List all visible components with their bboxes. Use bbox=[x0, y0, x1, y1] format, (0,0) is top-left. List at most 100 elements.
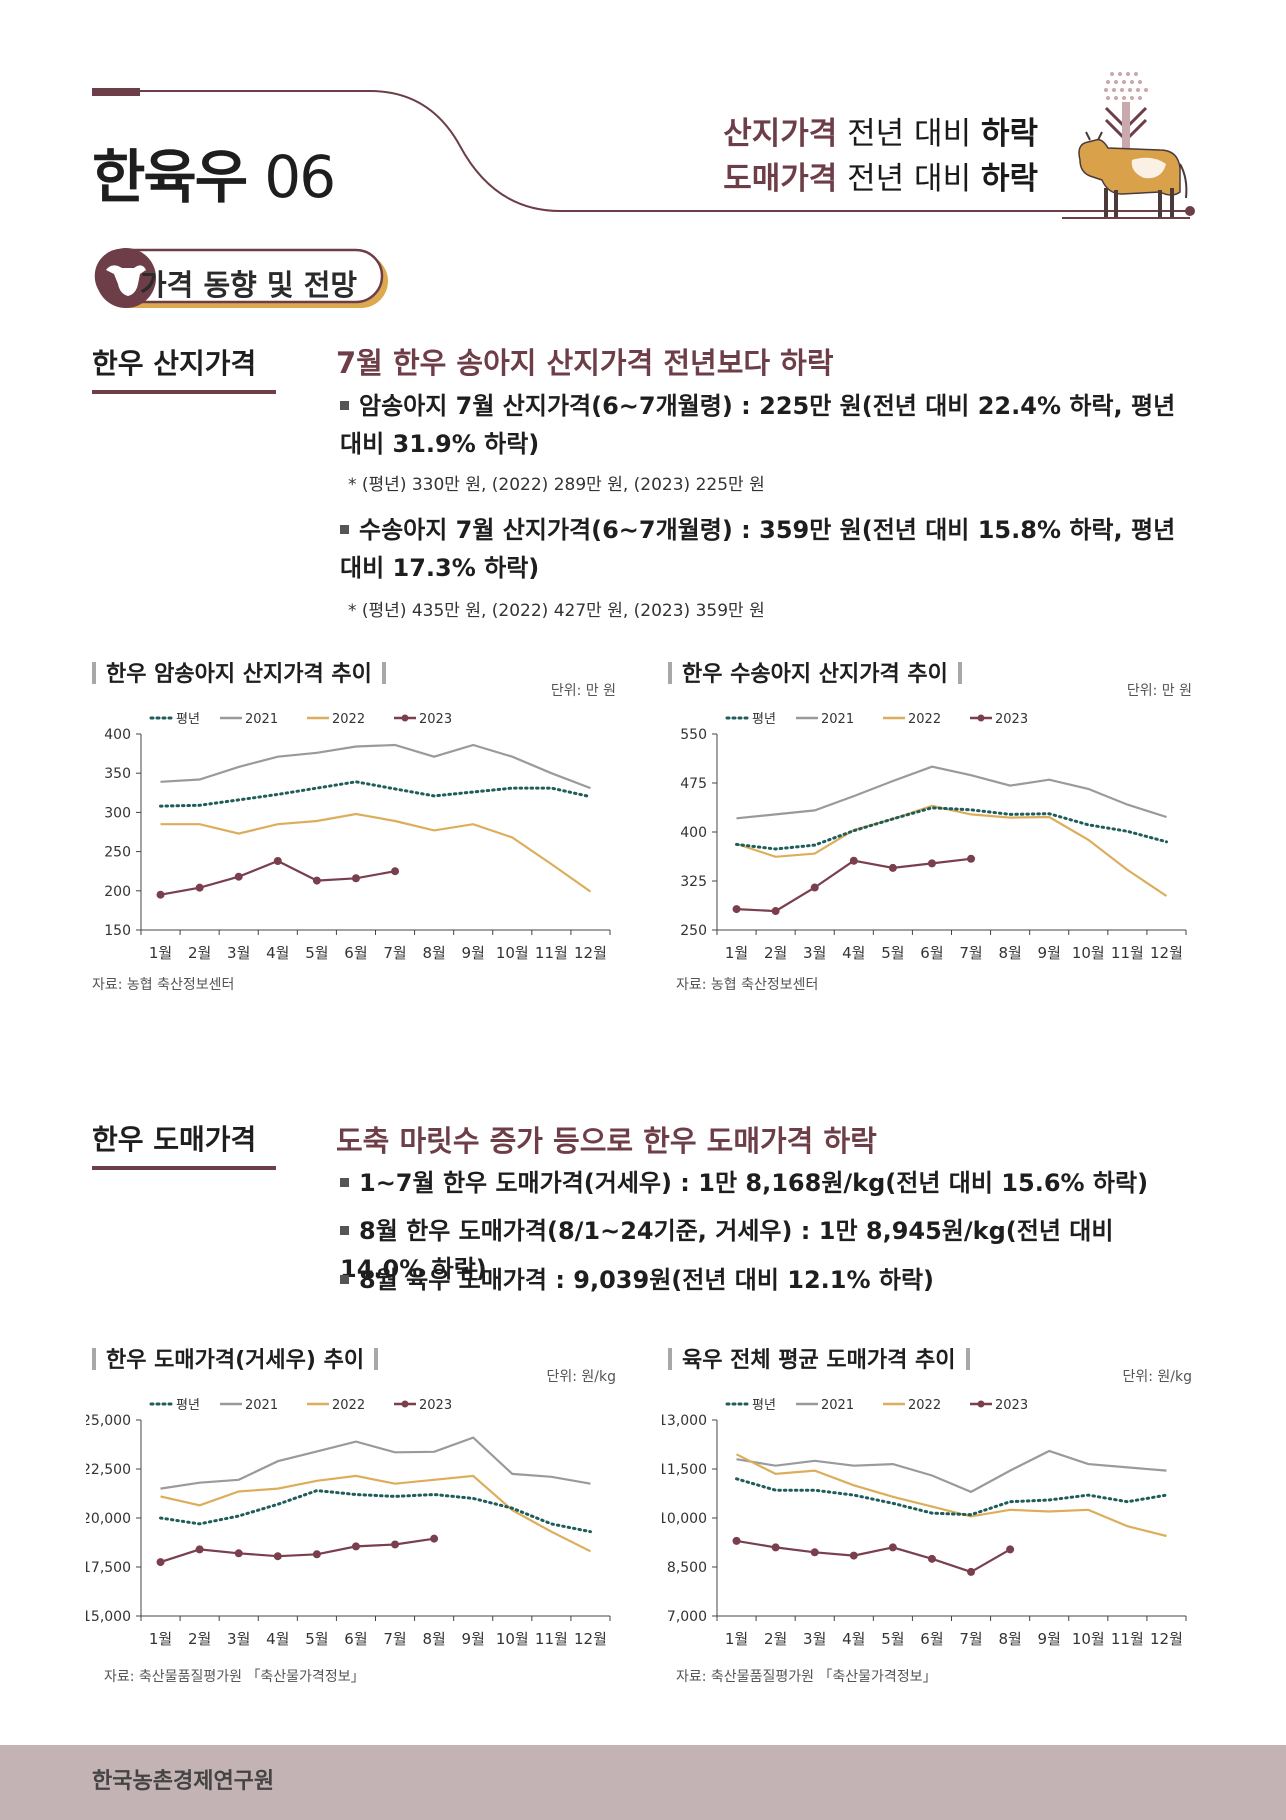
data-point bbox=[273, 857, 282, 866]
page-title-number: 06 bbox=[264, 143, 336, 211]
y-tick-label: 325 bbox=[680, 874, 707, 890]
legend-label: 평년 bbox=[752, 1398, 776, 1413]
data-point bbox=[771, 1543, 780, 1552]
data-point bbox=[391, 1540, 400, 1549]
data-point bbox=[234, 1549, 243, 1558]
x-tick-label: 3월 bbox=[227, 944, 250, 962]
data-point bbox=[195, 883, 204, 892]
bullet-square-icon bbox=[340, 1178, 349, 1187]
y-tick-label: 25,000 bbox=[86, 1413, 131, 1429]
cow-illustration bbox=[1062, 72, 1190, 219]
bullet-square-icon bbox=[340, 401, 349, 410]
series-line-2021 bbox=[160, 743, 591, 790]
x-tick-label: 1월 bbox=[725, 1630, 748, 1648]
y-tick-label: 13,000 bbox=[662, 1413, 707, 1429]
headline-producer-price: 산지가격 전년 대비 하락 bbox=[723, 116, 1038, 152]
y-tick-label: 350 bbox=[104, 766, 131, 782]
x-tick-label: 11월 bbox=[1111, 1630, 1144, 1648]
x-tick-label: 7월 bbox=[959, 1630, 982, 1648]
series-line-2023 bbox=[736, 857, 972, 913]
data-point bbox=[430, 1534, 439, 1543]
legend-item: 2021 bbox=[220, 712, 278, 727]
legend-label: 2022 bbox=[332, 1398, 365, 1413]
footer-organization: 한국농촌경제연구원 bbox=[92, 1769, 275, 1794]
series-line-2023 bbox=[160, 1537, 435, 1564]
x-tick-label: 1월 bbox=[149, 1630, 172, 1648]
legend-item: 2021 bbox=[796, 712, 854, 727]
chart-female-calf-price: 평년 2021 2022 2023 150 200 250 300 350 400 1월 2월 3월 4월… bbox=[104, 712, 611, 962]
data-point bbox=[273, 1552, 282, 1561]
legend-item: 2021 bbox=[796, 1398, 854, 1413]
legend-item: 2022 bbox=[307, 712, 365, 727]
chart-steer-wholesale-price: 평년 2021 2022 2023 15,000 17,500 20,000 22,500 25… bbox=[86, 1398, 611, 1648]
data-point bbox=[967, 1567, 976, 1576]
data-point bbox=[351, 1542, 360, 1551]
chart-unit: 단위: 원/kg bbox=[546, 1369, 616, 1385]
legend-item: 평년 bbox=[149, 712, 200, 727]
x-tick-label: 9월 bbox=[462, 944, 485, 962]
data-point bbox=[312, 1550, 321, 1559]
y-tick-label: 250 bbox=[104, 845, 131, 861]
x-tick-label: 3월 bbox=[227, 1630, 250, 1648]
series-line-2022 bbox=[160, 812, 592, 893]
y-tick-label: 7,000 bbox=[667, 1609, 707, 1625]
y-tick-label: 20,000 bbox=[86, 1511, 131, 1527]
chart-source: 자료: 축산물품질평가원 「축산물가격정보」 bbox=[104, 1669, 365, 1685]
data-point bbox=[732, 1536, 741, 1545]
data-point bbox=[351, 874, 360, 883]
y-tick-label: 150 bbox=[104, 923, 131, 939]
data-point bbox=[156, 890, 165, 899]
data-point bbox=[312, 876, 321, 885]
legend-label: 평년 bbox=[176, 1398, 200, 1413]
chart-title: 한우 도매가격(거세우) 추이 bbox=[82, 1342, 388, 1374]
x-tick-label: 12월 bbox=[1150, 1630, 1183, 1648]
legend-label: 2021 bbox=[245, 712, 278, 727]
series-line-avg bbox=[159, 1489, 592, 1534]
section-label-wholesale: 한우 도매가격 bbox=[92, 1123, 257, 1156]
legend-label: 2023 bbox=[419, 1398, 452, 1413]
data-point bbox=[849, 856, 858, 865]
legend-label: 2022 bbox=[908, 1398, 941, 1413]
x-tick-label: 8월 bbox=[998, 1630, 1021, 1648]
x-tick-label: 11월 bbox=[535, 944, 568, 962]
section-subhead-wholesale: 도축 마릿수 증가 등으로 한우 도매가격 하락 bbox=[336, 1124, 877, 1158]
note-item: * (평년) 435만 원, (2022) 427만 원, (2023) 359… bbox=[348, 601, 765, 621]
x-tick-label: 7월 bbox=[383, 1630, 406, 1648]
x-tick-label: 5월 bbox=[305, 944, 328, 962]
x-tick-label: 6월 bbox=[920, 1630, 943, 1648]
legend-item: 평년 bbox=[725, 1398, 776, 1413]
legend-label: 2022 bbox=[908, 712, 941, 727]
bullet-square-icon bbox=[340, 1275, 349, 1284]
legend-item: 2021 bbox=[220, 1398, 278, 1413]
chart-title: 한우 수송아지 산지가격 추이 bbox=[658, 656, 972, 688]
x-tick-label: 5월 bbox=[881, 944, 904, 962]
legend-item: 2022 bbox=[883, 712, 941, 727]
y-tick-label: 8,500 bbox=[667, 1560, 707, 1576]
x-tick-label: 2월 bbox=[188, 1630, 211, 1648]
x-tick-label: 8월 bbox=[998, 944, 1021, 962]
x-tick-label: 5월 bbox=[305, 1630, 328, 1648]
data-point bbox=[810, 1548, 819, 1557]
x-tick-label: 6월 bbox=[344, 1630, 367, 1648]
x-tick-label: 1월 bbox=[149, 944, 172, 962]
chart-male-calf-price: 평년 2021 2022 2023 250 325 400 475 550 1월 2월 3월 4월 5월 6… bbox=[680, 712, 1187, 962]
section-subhead-producer: 7월 한우 송아지 산지가격 전년보다 하락 bbox=[336, 346, 834, 380]
series-line-2022 bbox=[160, 1474, 591, 1553]
section-underline bbox=[92, 390, 276, 394]
legend-label: 2023 bbox=[995, 1398, 1028, 1413]
x-tick-label: 8월 bbox=[422, 1630, 445, 1648]
y-tick-label: 200 bbox=[104, 884, 131, 900]
y-tick-label: 250 bbox=[680, 923, 707, 939]
legend-marker bbox=[977, 714, 985, 722]
legend-marker bbox=[401, 1400, 409, 1408]
x-tick-label: 7월 bbox=[383, 944, 406, 962]
section-underline bbox=[92, 1166, 276, 1170]
data-point bbox=[156, 1558, 165, 1567]
legend-item: 2022 bbox=[883, 1398, 941, 1413]
x-tick-label: 4월 bbox=[266, 1630, 289, 1648]
y-tick-label: 11,500 bbox=[662, 1462, 707, 1478]
section-badge bbox=[94, 248, 388, 308]
bull-head-icon bbox=[106, 265, 146, 296]
title-accent-bar bbox=[92, 88, 140, 96]
x-tick-label: 7월 bbox=[959, 944, 982, 962]
